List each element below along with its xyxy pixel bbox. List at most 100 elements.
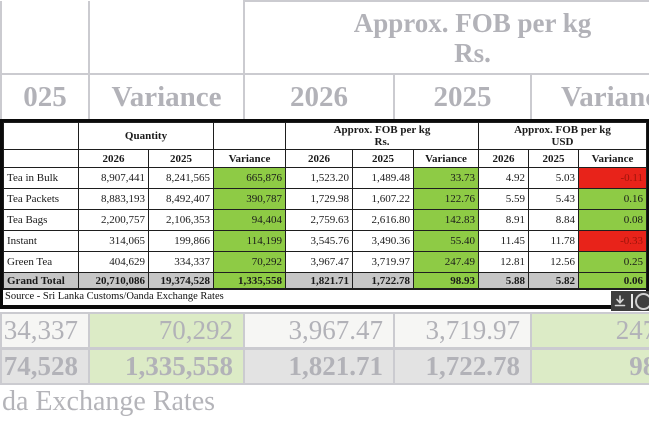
- download-icon: [614, 295, 626, 307]
- bg-cell: 74,528: [0, 348, 90, 385]
- qvar-cell: 665,876: [213, 167, 286, 189]
- usd2025-cell: 5.03: [528, 167, 579, 189]
- fob-usd-group-header: Approx. FOB per kg USD: [478, 122, 647, 150]
- rsvar-cell: 33.73: [413, 167, 479, 189]
- fob-rs-line1: Approx. FOB per kg: [333, 124, 431, 136]
- table-row-grand-total: Grand Total 20,710,086 19,374,528 1,335,…: [3, 272, 647, 289]
- rs2025-cell: 1,607.22: [352, 188, 414, 210]
- col-header-variance: Variance: [578, 149, 647, 168]
- row-label: Green Tea: [3, 251, 79, 273]
- qvar-cell: 1,335,558: [213, 272, 286, 289]
- bg-cell: 3,967.47: [243, 312, 395, 349]
- bg-source-text-cut: da Exchange Rates: [2, 386, 216, 417]
- rsvar-cell: 142.83: [413, 209, 479, 231]
- fob-rs-group-header: Approx. FOB per kg Rs.: [285, 122, 479, 150]
- qvar-cell: 70,292: [213, 251, 286, 273]
- rsvar-cell: 247.49: [413, 251, 479, 273]
- quantity-group-header: Quantity: [78, 122, 214, 150]
- row-label: Tea in Bulk: [3, 167, 79, 189]
- rsvar-cell: 98.93: [413, 272, 479, 289]
- q2025-cell: 19,374,528: [148, 272, 214, 289]
- group-header-row: Quantity Approx. FOB per kg Rs. Approx. …: [3, 122, 647, 150]
- empty-header-cell: [213, 122, 286, 150]
- rs2025-cell: 3,490.36: [352, 230, 414, 252]
- toolbar-separator: [631, 294, 633, 308]
- bg-fob-rs-line2: Rs.: [454, 37, 491, 68]
- bg-cell: 70,292: [88, 312, 245, 349]
- row-label: Instant: [3, 230, 79, 252]
- bg-cell: 1,335,558: [88, 348, 245, 385]
- q2025-cell: 8,241,565: [148, 167, 214, 189]
- q2026-cell: 8,883,193: [78, 188, 149, 210]
- usd2026-cell: 5.88: [478, 272, 529, 289]
- ring-icon[interactable]: [635, 292, 649, 310]
- qvar-cell: 114,199: [213, 230, 286, 252]
- table-row-instant: Instant 314,065 199,866 114,199 3,545.76…: [3, 230, 647, 252]
- rs2026-cell: 1,821.71: [285, 272, 353, 289]
- q2025-cell: 334,337: [148, 251, 214, 273]
- usdvar-cell: 0.06: [578, 272, 647, 289]
- background-green-tea-row: 34,337 70,292 3,967.47 3,719.97 247.49: [0, 312, 649, 349]
- background-grand-total-row: 74,528 1,335,558 1,821.71 1,722.78 98.93: [0, 348, 649, 385]
- year-header-row: 2026 2025 Variance 2026 2025 Variance 20…: [3, 149, 647, 168]
- usd2026-cell: 8.91: [478, 209, 529, 231]
- background-top-table: Approx. FOB per kg Rs. 025 Variance 2026…: [0, 0, 649, 121]
- usd2025-cell: 8.84: [528, 209, 579, 231]
- col-header-2025: 2025: [528, 149, 579, 168]
- usd2025-cell: 5.43: [528, 188, 579, 210]
- usd2025-cell: 5.82: [528, 272, 579, 289]
- rs2026-cell: 1,729.98: [285, 188, 353, 210]
- bg-fob-rs-header: Approx. FOB per kg Rs.: [243, 0, 649, 75]
- col-header-2025: 2025: [352, 149, 414, 168]
- rsvar-cell: 122.76: [413, 188, 479, 210]
- q2026-cell: 8,907,441: [78, 167, 149, 189]
- usd2026-cell: 5.59: [478, 188, 529, 210]
- bg-cell: 98.93: [530, 348, 649, 385]
- fob-usd-line2: USD: [551, 136, 574, 148]
- bg-header-variance: Variance: [88, 73, 245, 121]
- table-row-tea-bags: Tea Bags 2,200,757 2,106,353 94,404 2,75…: [3, 209, 647, 231]
- q2026-cell: 20,710,086: [78, 272, 149, 289]
- q2026-cell: 404,629: [78, 251, 149, 273]
- rs2025-cell: 1,489.48: [352, 167, 414, 189]
- bg-header-variance-cut: Variance: [530, 73, 649, 121]
- fob-usd-line1: Approx. FOB per kg: [514, 124, 611, 136]
- rs2026-cell: 3,967.47: [285, 251, 353, 273]
- bg-header-2025: 2025: [393, 73, 532, 121]
- rs2026-cell: 3,545.76: [285, 230, 353, 252]
- rsvar-cell: 55.40: [413, 230, 479, 252]
- bg-fob-rs-line1: Approx. FOB per kg: [353, 7, 592, 38]
- bg-empty-cell: [0, 1, 90, 75]
- usdvar-cell: 0.08: [578, 209, 647, 231]
- q2025-cell: 2,106,353: [148, 209, 214, 231]
- q2026-cell: 314,065: [78, 230, 149, 252]
- table-row-green-tea: Green Tea 404,629 334,337 70,292 3,967.4…: [3, 251, 647, 273]
- fob-rs-line2: Rs.: [374, 136, 390, 148]
- qvar-cell: 390,787: [213, 188, 286, 210]
- rs2026-cell: 1,523.20: [285, 167, 353, 189]
- download-button[interactable]: [611, 291, 629, 311]
- usd2026-cell: 4.92: [478, 167, 529, 189]
- usd2025-cell: 12.56: [528, 251, 579, 273]
- col-header-2026: 2026: [478, 149, 529, 168]
- bg-cell: 1,821.71: [243, 348, 395, 385]
- row-label: Tea Bags: [3, 209, 79, 231]
- col-header-2026: 2026: [285, 149, 353, 168]
- table-row-tea-packets: Tea Packets 8,883,193 8,492,407 390,787 …: [3, 188, 647, 210]
- usdvar-cell: -0.11: [578, 167, 647, 189]
- row-label: Tea Packets: [3, 188, 79, 210]
- table-row-tea-in-bulk: Tea in Bulk 8,907,441 8,241,565 665,876 …: [3, 167, 647, 189]
- bg-header-2025-cut: 025: [0, 73, 90, 121]
- q2026-cell: 2,200,757: [78, 209, 149, 231]
- col-header-2025: 2025: [148, 149, 214, 168]
- col-header-2026: 2026: [78, 149, 149, 168]
- row-label: Grand Total: [3, 272, 79, 289]
- corner-cell: [3, 122, 79, 150]
- rs2025-cell: 3,719.97: [352, 251, 414, 273]
- rs2025-cell: 1,722.78: [352, 272, 414, 289]
- bg-cell: 3,719.97: [393, 312, 532, 349]
- bg-cell: 247.49: [530, 312, 649, 349]
- empty-header-cell: [3, 149, 79, 168]
- bg-header-2026: 2026: [243, 73, 395, 121]
